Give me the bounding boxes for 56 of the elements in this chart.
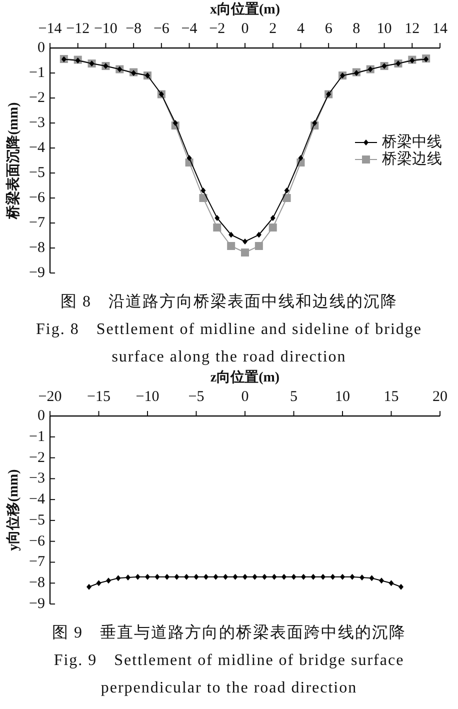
y-tick-label: −6 (29, 190, 45, 206)
x-tick-label: 0 (241, 21, 249, 37)
caption: 图 9 垂直与道路方向的桥梁表面跨中线的沉降 (52, 624, 406, 642)
caption: Fig. 9 Settlement of midline of bridge surface (54, 652, 404, 669)
legend-label: 桥梁中线 (382, 134, 442, 150)
y-axis-title: 桥梁表面沉降(mm) (6, 102, 22, 219)
y-tick-label: −8 (29, 240, 45, 256)
y-tick-label: −5 (29, 512, 45, 528)
y-tick-label: −3 (29, 115, 45, 131)
x-axis-title: x向位置(m) (210, 2, 280, 18)
y-tick-label: −5 (29, 165, 45, 181)
y-tick-label: −9 (29, 265, 45, 281)
y-axis-title: y向位移(mm) (6, 469, 22, 551)
x-tick-label: −8 (126, 21, 142, 37)
legend-label: 桥梁边线 (382, 152, 442, 168)
caption: surface along the road direction (112, 348, 346, 366)
x-tick-label: 12 (404, 21, 420, 37)
x-tick-label: 2 (269, 21, 277, 37)
x-tick-label: −20 (38, 389, 62, 405)
y-tick-label: −4 (29, 492, 45, 508)
x-axis-title: z向位置(m) (210, 370, 280, 386)
caption: 图 8 沿道路方向桥梁表面中线和边线的沉降 (60, 294, 398, 310)
x-tick-label: 0 (241, 389, 249, 405)
x-tick-label: −2 (209, 21, 226, 37)
y-tick-label: −1 (29, 428, 45, 445)
x-tick-label: 20 (432, 389, 448, 405)
y-tick-label: −9 (29, 596, 45, 612)
y-tick-label: 0 (38, 40, 45, 56)
x-tick-label: 10 (376, 21, 392, 37)
x-tick-label: 14 (432, 21, 448, 37)
x-tick-label: 10 (335, 389, 350, 405)
x-tick-label: −12 (66, 21, 90, 37)
y-tick-label: −2 (29, 450, 45, 466)
x-tick-label: −4 (181, 21, 198, 37)
x-tick-label: 5 (290, 389, 298, 405)
y-tick-label: −7 (29, 215, 45, 231)
x-tick-label: 15 (384, 389, 399, 405)
x-tick-label: −6 (153, 21, 170, 37)
y-tick-label: −4 (29, 140, 45, 156)
x-tick-label: −14 (38, 21, 62, 37)
y-tick-label: −1 (29, 65, 45, 81)
y-tick-label: −3 (29, 470, 45, 487)
x-tick-label: 8 (352, 21, 360, 37)
y-tick-label: −7 (29, 554, 45, 570)
x-tick-label: 6 (324, 21, 332, 37)
y-tick-label: −6 (29, 533, 45, 550)
y-tick-label: −2 (29, 90, 45, 106)
x-tick-label: −15 (87, 389, 110, 405)
y-tick-label: 0 (38, 408, 45, 424)
x-tick-label: −5 (188, 389, 204, 405)
x-tick-label: −10 (94, 21, 118, 37)
caption: Fig. 8 Settlement of midline and sideline of bridge (36, 321, 422, 338)
x-tick-label: −10 (136, 389, 160, 405)
y-tick-label: −8 (29, 575, 45, 592)
caption: perpendicular to the road direction (100, 680, 358, 696)
x-tick-label: 4 (296, 21, 304, 37)
